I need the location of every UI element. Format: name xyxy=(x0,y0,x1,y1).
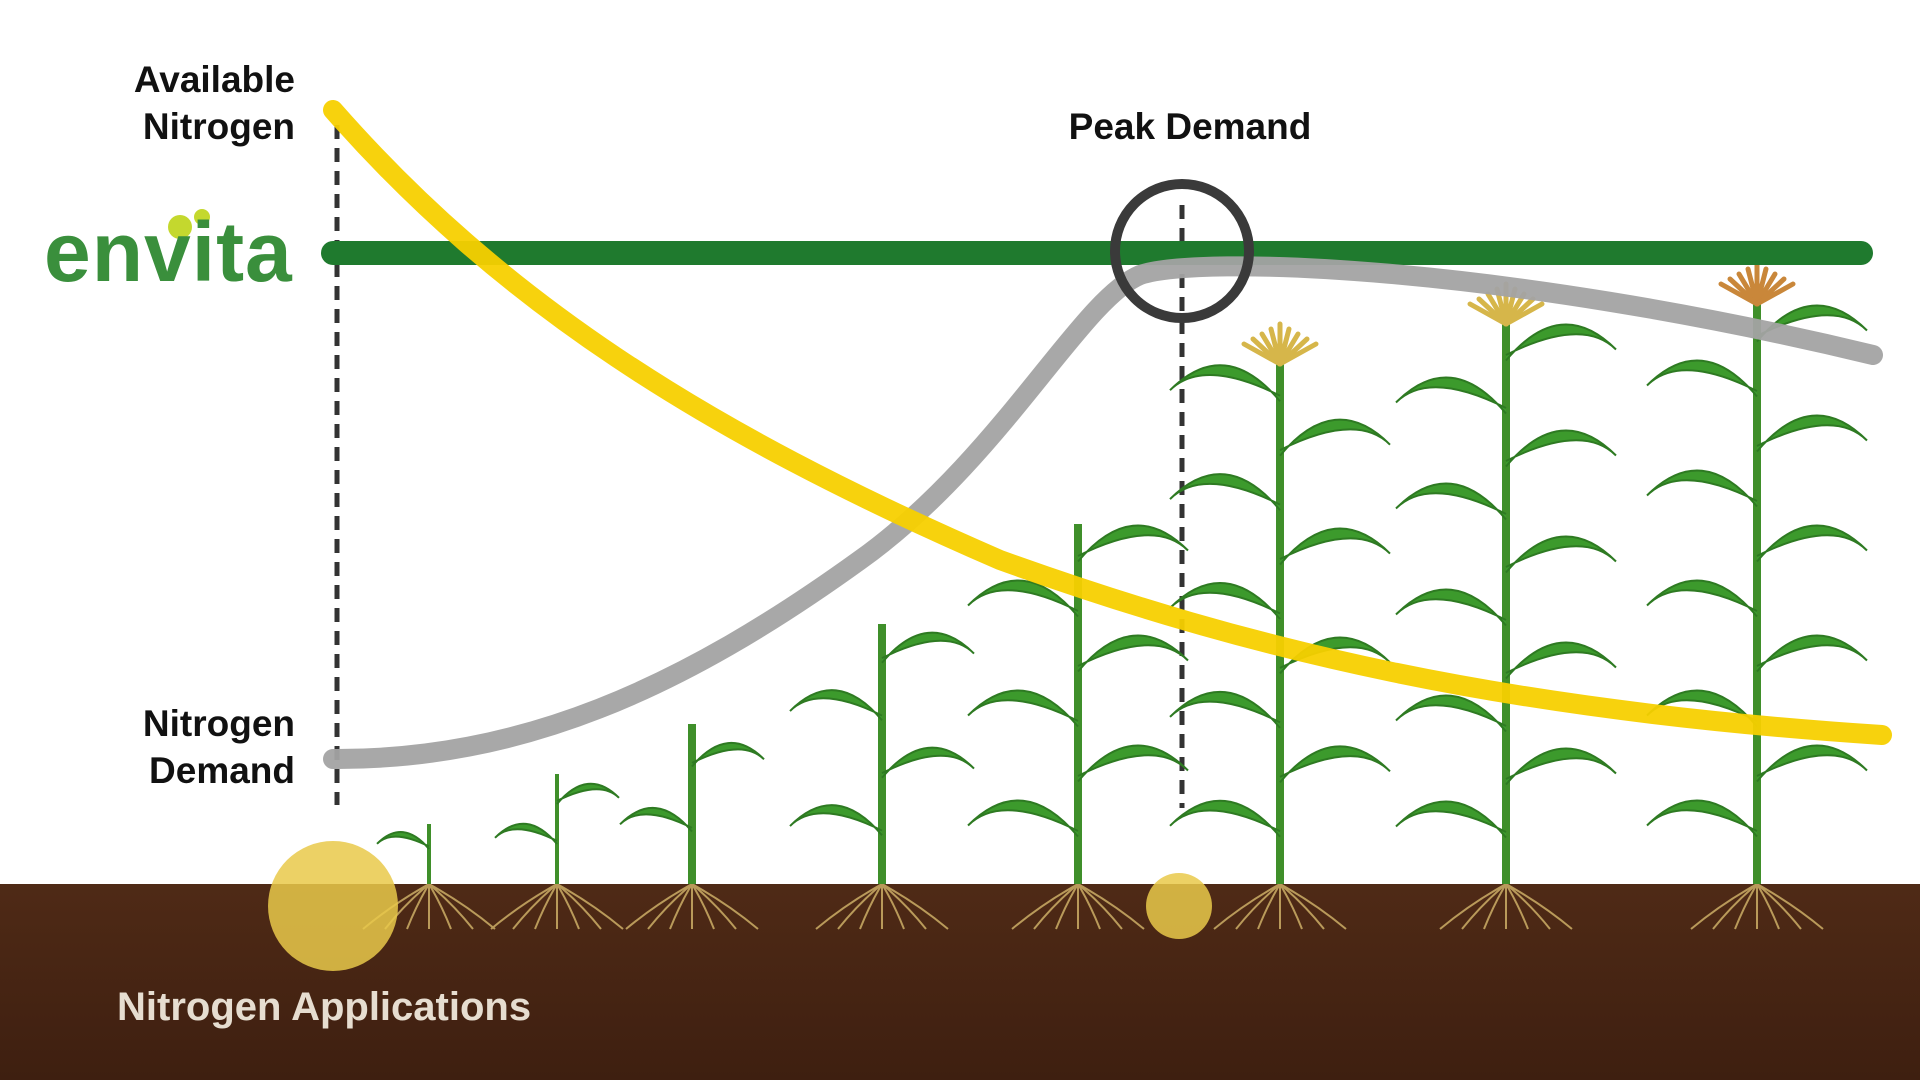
label-line: Nitrogen xyxy=(142,106,295,147)
nitrogen-application-marker-1 xyxy=(268,841,398,971)
corn-plant xyxy=(490,774,624,930)
nitrogen-demand-curve xyxy=(323,256,1883,770)
corn-growth-stages xyxy=(362,261,1868,930)
corn-plant xyxy=(1646,261,1868,930)
peak-demand-label: Peak Demand xyxy=(1068,106,1312,147)
logo-dots xyxy=(168,209,210,239)
peak-demand-circle xyxy=(1110,179,1254,323)
nitrogen-applications-label: Nitrogen Applications xyxy=(117,985,532,1029)
label-line: Nitrogen xyxy=(142,703,295,744)
nitrogen-demand-label: Nitrogen Demand xyxy=(80,700,295,794)
label-line: Demand xyxy=(149,750,295,791)
corn-plant xyxy=(619,724,765,930)
envita-logo: envita xyxy=(44,205,293,299)
label-line: Available xyxy=(133,59,295,100)
available-nitrogen-curve xyxy=(323,100,1892,745)
nitrogen-application-marker-2 xyxy=(1146,873,1212,939)
available-nitrogen-label: Available Nitrogen xyxy=(80,56,295,150)
corn-plant xyxy=(1169,321,1391,930)
corn-plant xyxy=(789,624,975,930)
corn-plant xyxy=(1395,281,1617,930)
